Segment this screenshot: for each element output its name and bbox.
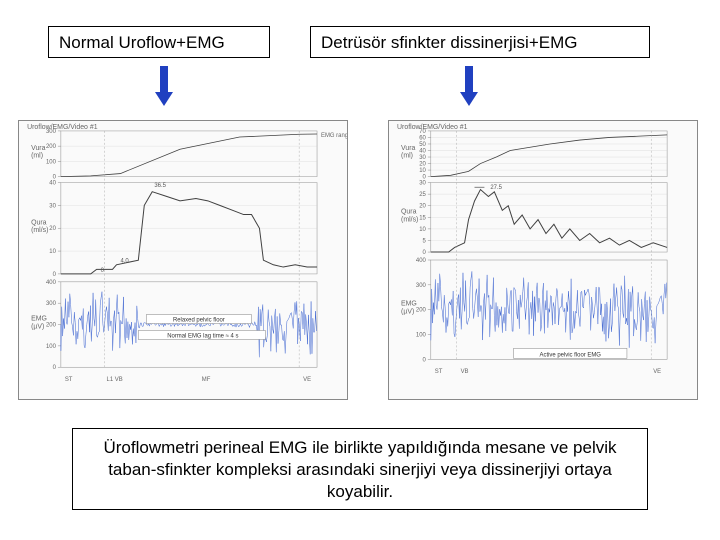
svg-text:0: 0 bbox=[53, 365, 57, 371]
svg-text:5: 5 bbox=[423, 238, 427, 244]
svg-text:0: 0 bbox=[53, 272, 57, 278]
svg-text:15: 15 bbox=[419, 215, 426, 221]
svg-text:(ml/s): (ml/s) bbox=[31, 227, 48, 234]
svg-text:VB: VB bbox=[461, 369, 469, 375]
svg-text:10: 10 bbox=[49, 249, 56, 255]
svg-text:60: 60 bbox=[419, 135, 426, 141]
svg-text:VE: VE bbox=[653, 369, 661, 375]
svg-text:Relaxed pelvic floor: Relaxed pelvic floor bbox=[173, 318, 225, 324]
svg-text:ST: ST bbox=[435, 369, 443, 375]
svg-text:(ml): (ml) bbox=[31, 153, 43, 160]
chart-right: Uroflow/EMG/Video #1010203040506070Vura(… bbox=[389, 121, 697, 399]
svg-text:MF: MF bbox=[202, 377, 211, 383]
svg-text:Normal EMG lag time ≈ 4 s: Normal EMG lag time ≈ 4 s bbox=[167, 333, 238, 339]
svg-text:(ml/s): (ml/s) bbox=[401, 216, 418, 223]
svg-text:20: 20 bbox=[49, 226, 56, 232]
caption: Üroflowmetri perineal EMG ile birlikte y… bbox=[72, 428, 648, 510]
svg-text:Qura: Qura bbox=[31, 219, 47, 226]
svg-text:30: 30 bbox=[419, 155, 426, 161]
svg-text:200: 200 bbox=[46, 323, 57, 329]
svg-text:20: 20 bbox=[419, 204, 426, 210]
svg-text:(µV): (µV) bbox=[31, 324, 44, 331]
svg-text:EMG: EMG bbox=[401, 301, 417, 308]
svg-text:200: 200 bbox=[46, 144, 57, 150]
svg-text:(µV): (µV) bbox=[401, 309, 414, 316]
svg-text:EMG: EMG bbox=[31, 316, 47, 323]
svg-text:40: 40 bbox=[49, 181, 56, 187]
svg-text:Uroflow/EMG/Video #1: Uroflow/EMG/Video #1 bbox=[27, 124, 98, 131]
svg-text:40: 40 bbox=[419, 148, 426, 154]
chart-panel-left: Uroflow/EMG/Video #10100200300Vura(ml)EM… bbox=[18, 120, 348, 400]
svg-text:ST: ST bbox=[65, 377, 73, 383]
svg-text:4.0: 4.0 bbox=[120, 258, 129, 264]
svg-text:50: 50 bbox=[419, 142, 426, 148]
svg-text:Uroflow/EMG/Video #1: Uroflow/EMG/Video #1 bbox=[397, 124, 468, 131]
svg-text:L1 VB: L1 VB bbox=[107, 377, 123, 383]
svg-text:EMG range: EMG range bbox=[321, 133, 347, 139]
svg-text:Active pelvic floor EMG: Active pelvic floor EMG bbox=[540, 352, 602, 358]
title-left: Normal Uroflow+EMG bbox=[48, 26, 270, 58]
svg-text:30: 30 bbox=[419, 181, 426, 187]
svg-text:100: 100 bbox=[46, 344, 57, 350]
svg-text:Vura: Vura bbox=[31, 145, 46, 152]
chart-panel-right: Uroflow/EMG/Video #1010203040506070Vura(… bbox=[388, 120, 698, 400]
arrow-right bbox=[460, 66, 478, 106]
arrow-left bbox=[155, 66, 173, 106]
svg-text:25: 25 bbox=[419, 192, 426, 198]
svg-text:10: 10 bbox=[419, 227, 426, 233]
svg-text:0: 0 bbox=[101, 268, 105, 274]
svg-text:200: 200 bbox=[416, 308, 427, 314]
svg-text:300: 300 bbox=[46, 129, 57, 135]
svg-text:0: 0 bbox=[423, 250, 427, 256]
svg-text:20: 20 bbox=[419, 162, 426, 168]
svg-text:36.5: 36.5 bbox=[154, 183, 166, 189]
svg-text:100: 100 bbox=[416, 332, 427, 338]
svg-text:(ml): (ml) bbox=[401, 153, 413, 160]
svg-text:70: 70 bbox=[419, 129, 426, 135]
svg-text:VE: VE bbox=[303, 377, 311, 383]
svg-text:27.5: 27.5 bbox=[490, 185, 502, 191]
svg-text:400: 400 bbox=[416, 258, 427, 264]
svg-text:Qura: Qura bbox=[401, 208, 417, 215]
title-right: Detrüsör sfinkter dissinerjisi+EMG bbox=[310, 26, 650, 58]
svg-text:400: 400 bbox=[46, 280, 57, 286]
svg-text:100: 100 bbox=[46, 159, 57, 165]
chart-left: Uroflow/EMG/Video #10100200300Vura(ml)EM… bbox=[19, 121, 347, 399]
svg-text:30: 30 bbox=[49, 203, 56, 209]
svg-text:0: 0 bbox=[423, 357, 427, 363]
svg-text:Vura: Vura bbox=[401, 145, 416, 152]
svg-text:300: 300 bbox=[416, 283, 427, 289]
svg-text:300: 300 bbox=[46, 301, 57, 307]
svg-text:10: 10 bbox=[419, 168, 426, 174]
